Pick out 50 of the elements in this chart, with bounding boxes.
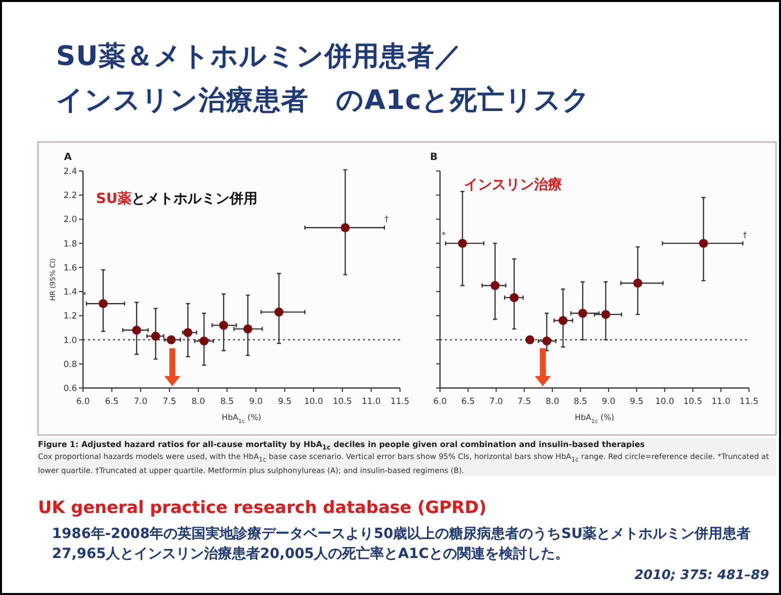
x-axis-title: HbA$_{1c}$ (%) bbox=[574, 413, 614, 425]
y-tick-label: 1.2 bbox=[63, 312, 77, 322]
chart-title: B bbox=[430, 152, 438, 163]
x-tick-label: 11.5 bbox=[740, 397, 758, 407]
x-tick-label: 8.5 bbox=[574, 397, 588, 407]
x-tick-label: 11.0 bbox=[362, 397, 381, 407]
x-tick-label: 10.5 bbox=[683, 397, 702, 407]
x-tick-label: 6.5 bbox=[461, 397, 475, 407]
annotation: インスリン治療 bbox=[464, 176, 562, 194]
y-tick-label: 0.6 bbox=[63, 384, 77, 394]
y-tick-label: 1.6 bbox=[63, 263, 77, 274]
text: 1986年-2008年の英国実地診療データベースより50歳以上の糖尿病患者のうちSU薬とメトホルミン併用患者27,965人とインスリン治療患者20,005人の死亡率とA1Cとの関連を検討した。 bbox=[52, 525, 752, 564]
x-tick-label: 8.0 bbox=[546, 397, 560, 407]
caption: Figure 1: Adjusted hazard ratios for all-cause mortality by HbA$_{1c}$ deciles in people given oral combination and insulin-based therapies bbox=[38, 438, 776, 454]
x-tick-label: 7.0 bbox=[489, 397, 503, 407]
chart-title: A bbox=[64, 152, 72, 163]
x-tick-label: 7.5 bbox=[518, 397, 532, 407]
x-tick-label: 9.5 bbox=[630, 397, 644, 407]
x-tick-label: 9.5 bbox=[278, 397, 292, 407]
x-tick-label: 7.0 bbox=[134, 397, 148, 407]
text: インスリン治療患者 のA1cと死亡リスク bbox=[56, 84, 591, 118]
annotation: とメトホルミン併用 bbox=[131, 191, 258, 207]
annotation: SU薬 bbox=[96, 191, 132, 207]
x-tick-label: 7.5 bbox=[162, 397, 176, 407]
x-axis-title: HbA$_{1c}$ (%) bbox=[222, 413, 262, 425]
y-tick-label: 1.4 bbox=[63, 288, 77, 298]
y-tick-label: 2.0 bbox=[63, 215, 77, 226]
annotation: † bbox=[742, 230, 747, 240]
x-tick-label: 6.0 bbox=[433, 397, 447, 407]
x-tick-label: 10.0 bbox=[304, 397, 324, 407]
x-tick-label: 9.0 bbox=[249, 397, 263, 407]
x-tick-label: 6.5 bbox=[105, 397, 119, 407]
text: SU薬＆メトホルミン併用患者／ bbox=[56, 40, 462, 74]
x-tick-label: 8.0 bbox=[192, 397, 206, 407]
x-tick-label: 6.0 bbox=[76, 397, 90, 407]
x-tick-label: 10.5 bbox=[332, 397, 352, 407]
x-tick-label: 9.0 bbox=[602, 397, 616, 407]
text: UK general practice research database (GPRD) bbox=[38, 498, 487, 518]
x-tick-label: 11.5 bbox=[390, 397, 410, 407]
text: 2010; 375: 481–89 bbox=[634, 568, 769, 583]
x-tick-label: 8.5 bbox=[220, 397, 234, 407]
annotation: † bbox=[384, 214, 388, 224]
y-tick-label: 0.8 bbox=[63, 360, 77, 370]
y-tick-label: 1.0 bbox=[63, 336, 77, 346]
x-tick-label: 10.0 bbox=[655, 397, 674, 407]
x-tick-label: 11.0 bbox=[711, 397, 730, 407]
y-tick-label: 1.8 bbox=[63, 239, 77, 250]
annotation: * bbox=[442, 230, 446, 240]
y-tick-label: 2.2 bbox=[63, 191, 77, 202]
y-tick-label: 2.4 bbox=[63, 167, 77, 177]
